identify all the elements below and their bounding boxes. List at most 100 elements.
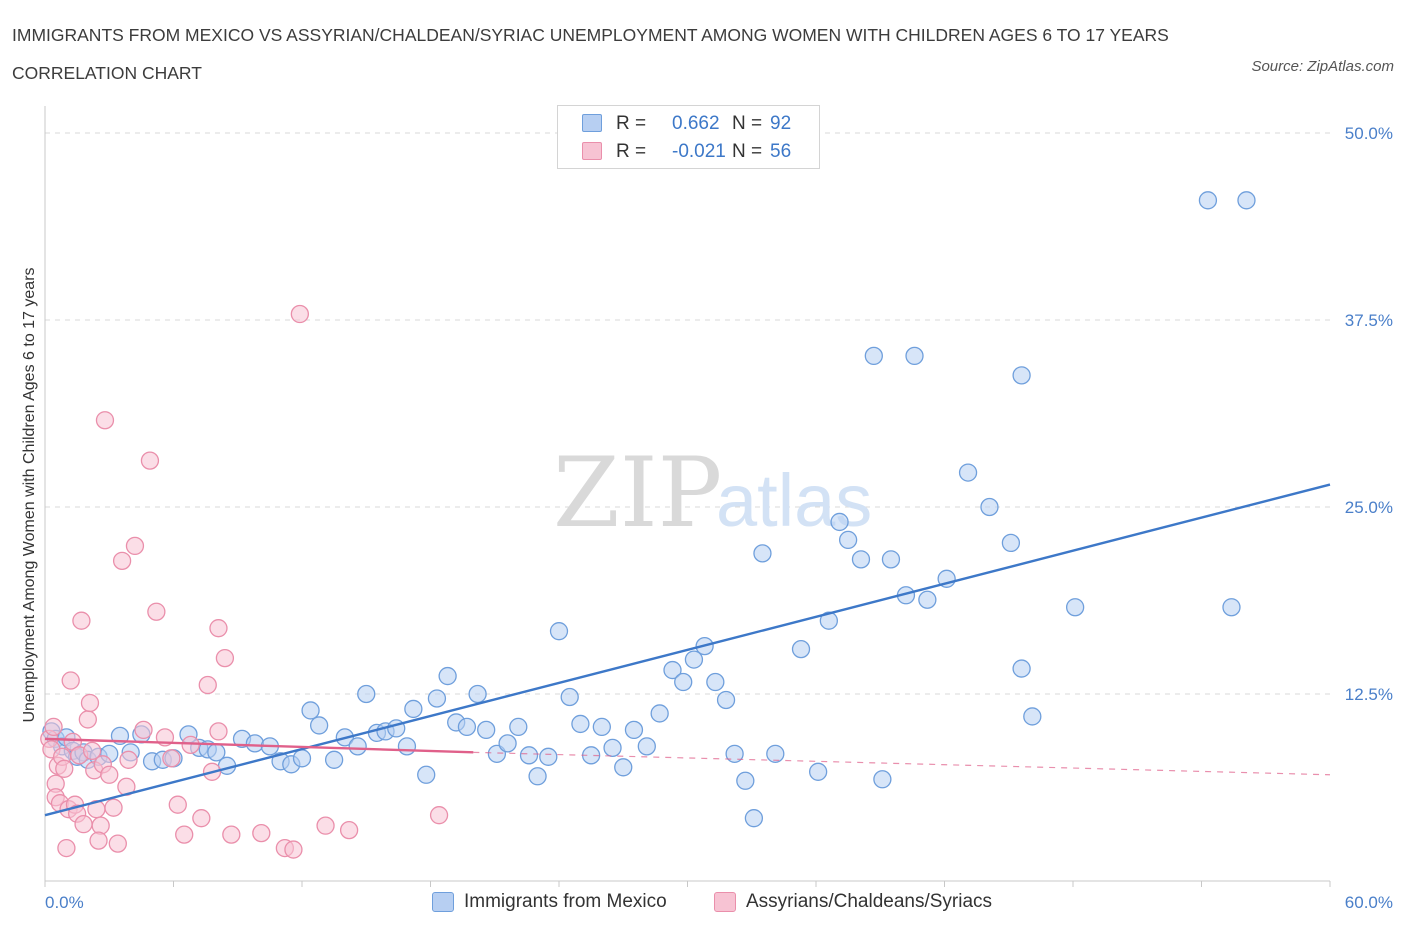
tick-labels: 12.5% 25.0% 37.5% 50.0% 0.0% 60.0% bbox=[45, 124, 1393, 912]
correlation-legend: R = 0.662 N = 92 R = -0.021 N = 56 bbox=[557, 105, 820, 169]
mexico-point bbox=[397, 737, 417, 756]
mexico-point bbox=[736, 771, 755, 790]
assyrian-point bbox=[82, 741, 102, 760]
y-tick-label: 50.0% bbox=[1345, 124, 1393, 143]
assyrian-point bbox=[290, 304, 310, 324]
mexico-point bbox=[918, 590, 937, 609]
x-tick-label: 0.0% bbox=[45, 893, 84, 912]
mexico-point bbox=[292, 749, 312, 768]
assyrian-point bbox=[112, 551, 132, 571]
mexico-point bbox=[851, 550, 871, 569]
grid-lines bbox=[45, 132, 1330, 695]
trend-line-assyrian bbox=[44, 737, 474, 754]
assyrian-point bbox=[100, 765, 119, 784]
assyrian-point bbox=[108, 834, 127, 853]
mexico-point bbox=[637, 737, 656, 756]
legend-r-label: R = bbox=[616, 113, 647, 134]
mexico-point bbox=[1001, 533, 1021, 553]
mexico-point bbox=[519, 746, 539, 765]
assyrian-point bbox=[222, 825, 241, 844]
mexico-point bbox=[592, 717, 611, 737]
mexico-point bbox=[684, 650, 704, 669]
assyrian-point bbox=[140, 451, 160, 470]
mexico-point bbox=[1065, 598, 1085, 617]
y-tick-label: 37.5% bbox=[1345, 311, 1393, 330]
mexico-point bbox=[650, 704, 669, 723]
assyrian-point bbox=[74, 815, 93, 834]
mexico-point bbox=[498, 734, 517, 753]
assyrian-point bbox=[215, 648, 235, 668]
mexico-point bbox=[744, 809, 764, 828]
mexico-point bbox=[830, 512, 849, 532]
mexico-point bbox=[614, 758, 633, 777]
y-axis-label: Unemployment Among Women with Children A… bbox=[21, 267, 38, 722]
assyrian-point bbox=[125, 536, 145, 556]
mexico-point bbox=[477, 720, 496, 740]
mexico-point bbox=[603, 738, 622, 758]
mexico-point bbox=[706, 672, 725, 692]
y-tick-label: 25.0% bbox=[1345, 498, 1393, 517]
legend-n-value: 56 bbox=[770, 141, 792, 162]
assyrian-point bbox=[91, 816, 110, 835]
assyrian-point bbox=[61, 671, 80, 690]
mexico-point bbox=[427, 689, 447, 708]
mexico-point bbox=[1023, 707, 1042, 726]
assyrian-point bbox=[89, 831, 108, 850]
mexico-point bbox=[509, 717, 528, 737]
mexico-point bbox=[791, 639, 811, 659]
watermark-atlas: atlas bbox=[716, 459, 872, 542]
trend-line-assyrian bbox=[473, 751, 1331, 776]
mexico-point bbox=[438, 666, 457, 686]
assyrian-point bbox=[192, 809, 211, 828]
x-tick-label: 60.0% bbox=[1345, 893, 1393, 912]
mexico-point bbox=[905, 346, 924, 366]
mexico-point bbox=[753, 544, 772, 563]
mexico-point bbox=[571, 714, 590, 734]
series-assyrian-points bbox=[40, 304, 449, 859]
mexico-point bbox=[808, 762, 828, 781]
series-mexico-points bbox=[42, 191, 1256, 828]
mexico-point bbox=[357, 684, 376, 704]
assyrian-point bbox=[284, 840, 303, 859]
legend-n-value: 92 bbox=[770, 113, 792, 134]
assyrian-point bbox=[339, 820, 359, 840]
mexico-point bbox=[1012, 659, 1031, 678]
legend-r-label: R = bbox=[616, 141, 647, 162]
mexico-point bbox=[1222, 598, 1241, 617]
mexico-point bbox=[663, 660, 682, 680]
mexico-point bbox=[873, 770, 892, 789]
mexico-point bbox=[725, 744, 744, 763]
assyrian-point bbox=[181, 735, 200, 755]
mexico-point bbox=[539, 747, 558, 766]
assyrian-point bbox=[57, 838, 76, 858]
legend-swatch-mexico bbox=[582, 114, 602, 132]
mexico-point bbox=[624, 720, 644, 740]
assyrian-point bbox=[147, 602, 166, 621]
mexico-point bbox=[838, 530, 858, 550]
assyrian-point bbox=[209, 722, 228, 741]
assyrian-point bbox=[72, 611, 91, 630]
assyrian-point bbox=[168, 795, 187, 814]
source-note: Source: ZipAtlas.com bbox=[1251, 58, 1394, 75]
mexico-point bbox=[1237, 191, 1256, 210]
watermark-zip: ZIP bbox=[553, 437, 722, 549]
assyrian-point bbox=[209, 619, 228, 638]
mexico-point bbox=[1012, 366, 1031, 385]
y-tick-label: 12.5% bbox=[1345, 685, 1393, 704]
assyrian-point bbox=[80, 693, 100, 713]
assyrian-point bbox=[78, 710, 97, 729]
assyrian-point bbox=[252, 823, 271, 843]
mexico-point bbox=[881, 550, 901, 569]
assyrian-point bbox=[175, 825, 194, 844]
mexico-point bbox=[560, 687, 579, 707]
mexico-point bbox=[309, 716, 329, 735]
assyrian-point bbox=[95, 411, 115, 430]
legend-n-label: N = bbox=[732, 141, 763, 162]
mexico-point bbox=[864, 346, 883, 366]
assyrian-point bbox=[44, 717, 63, 737]
mexico-point bbox=[674, 672, 693, 692]
mexico-point bbox=[980, 497, 999, 517]
mexico-point bbox=[404, 699, 423, 719]
legend-swatch-assyrian bbox=[714, 892, 736, 912]
